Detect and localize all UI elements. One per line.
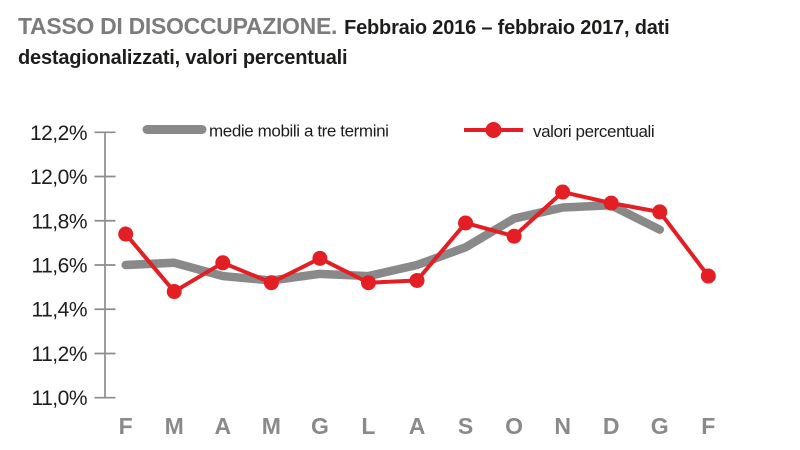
y-tick-label: 11,0% — [32, 387, 88, 410]
chart-title-emphasis: TASSO DI DISOCCUPAZIONE. — [18, 13, 338, 39]
x-month-label: A — [409, 413, 426, 439]
chart-title: TASSO DI DISOCCUPAZIONE. Febbraio 2016 – … — [18, 12, 794, 74]
legend-label-moving-average: medie mobili a tre termini — [209, 122, 389, 141]
y-tick-label: 11,2% — [32, 343, 88, 366]
x-month-label: F — [119, 413, 133, 439]
x-month-label: D — [603, 413, 620, 439]
y-tick-label: 12,0% — [30, 166, 87, 189]
moving-average-line — [121, 201, 664, 285]
y-tick-label: 11,6% — [32, 255, 88, 278]
data-point-marker — [555, 184, 571, 200]
x-month-label: F — [701, 413, 715, 439]
data-point-marker — [700, 268, 716, 284]
data-point-marker — [603, 195, 619, 211]
x-month-label: S — [458, 413, 473, 439]
x-month-label: M — [165, 413, 184, 439]
data-point-marker — [263, 275, 279, 291]
data-point-marker — [409, 272, 425, 288]
x-month-label: A — [214, 413, 231, 439]
x-month-label: L — [361, 413, 375, 439]
x-month-label: N — [554, 413, 571, 439]
legend-swatch-percent-values-marker — [485, 122, 502, 138]
data-point-marker — [652, 204, 668, 220]
y-tick-label: 11,4% — [32, 299, 88, 322]
data-point-marker — [360, 275, 376, 291]
data-point-marker — [118, 226, 134, 242]
data-point-marker — [458, 215, 474, 231]
data-point-marker — [312, 250, 328, 266]
legend-label-percent-values: valori percentuali — [533, 122, 654, 141]
x-month-label: M — [262, 413, 281, 439]
y-tick-label: 12,2% — [30, 122, 87, 145]
data-point-marker — [166, 284, 182, 300]
data-point-marker — [506, 228, 522, 244]
y-tick-label: 11,8% — [32, 210, 88, 233]
x-month-label: G — [311, 413, 329, 439]
data-point-marker — [215, 255, 231, 271]
chart-title-subtitle: Febbraio 2016 – febbraio 2017, dati dest… — [18, 17, 670, 69]
x-month-label: G — [651, 413, 669, 439]
x-month-label: O — [505, 413, 523, 439]
